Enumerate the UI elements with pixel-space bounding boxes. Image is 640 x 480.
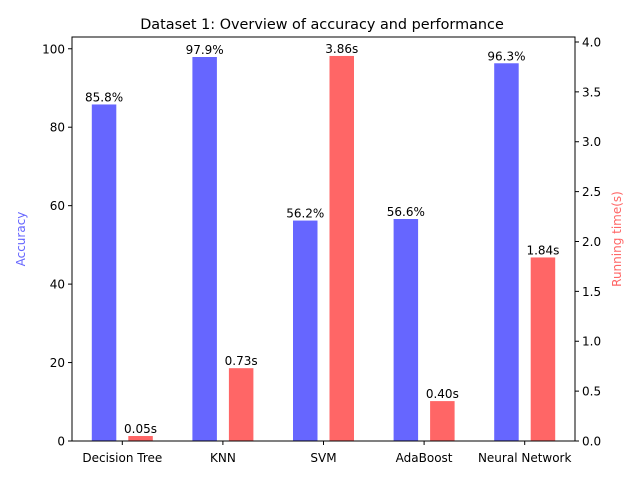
running-time-bar bbox=[228, 368, 254, 441]
accuracy-data-label: 85.8% bbox=[85, 90, 123, 104]
y2-tick-label: 2.0 bbox=[582, 235, 601, 249]
x-tick-label: Neural Network bbox=[478, 451, 572, 465]
y-tick-label: 20 bbox=[50, 356, 65, 370]
chart-title: Dataset 1: Overview of accuracy and perf… bbox=[140, 17, 504, 33]
running-time-data-label: 1.84s bbox=[526, 243, 559, 257]
accuracy-data-label: 56.6% bbox=[387, 205, 425, 219]
y-tick-label: 60 bbox=[50, 199, 65, 213]
accuracy-bar bbox=[91, 104, 117, 441]
running-time-data-label: 0.73s bbox=[225, 354, 258, 368]
y-tick-label: 40 bbox=[50, 278, 65, 292]
running-time-bar bbox=[530, 257, 556, 441]
y2-tick-label: 2.5 bbox=[582, 185, 601, 199]
running-time-data-label: 0.40s bbox=[426, 387, 459, 401]
accuracy-data-label: 97.9% bbox=[186, 43, 224, 57]
accuracy-data-label: 96.3% bbox=[487, 49, 525, 63]
accuracy-bar bbox=[494, 63, 519, 442]
running-time-bar bbox=[430, 401, 455, 441]
accuracy-bar bbox=[393, 218, 419, 441]
x-tick-label: SVM bbox=[310, 451, 336, 465]
plot-area: Decision Tree 85.8% 0.05s KNN 97.9% 0.73s SVM 5… bbox=[42, 35, 601, 465]
y2-tick-label: 3.0 bbox=[582, 135, 601, 149]
y2-tick-label: 0.0 bbox=[582, 435, 601, 449]
y-tick-label: 0 bbox=[57, 435, 65, 449]
accuracy-data-label: 56.2% bbox=[286, 207, 324, 221]
x-tick-label: AdaBoost bbox=[396, 451, 453, 465]
y2-tick-label: 1.0 bbox=[582, 335, 601, 349]
running-time-data-label: 3.86s bbox=[325, 42, 358, 56]
accuracy-bar bbox=[293, 220, 318, 441]
x-tick-label: KNN bbox=[210, 451, 236, 465]
y2-tick-label: 1.5 bbox=[582, 285, 601, 299]
y-axis-label: Accuracy bbox=[14, 212, 28, 267]
running-time-data-label: 0.05s bbox=[124, 422, 157, 436]
running-time-bar bbox=[329, 55, 354, 441]
accuracy-bar bbox=[192, 57, 217, 442]
y2-tick-label: 3.5 bbox=[582, 85, 601, 99]
x-tick-label: Decision Tree bbox=[82, 451, 162, 465]
y-tick-label: 100 bbox=[42, 42, 65, 56]
y2-tick-label: 0.5 bbox=[582, 385, 601, 399]
plot-frame bbox=[71, 36, 576, 442]
y-tick-label: 80 bbox=[50, 121, 65, 135]
y2-tick-label: 4.0 bbox=[582, 35, 601, 49]
running-time-bar bbox=[128, 436, 153, 441]
y2-axis-label: Running time(s) bbox=[610, 191, 624, 287]
